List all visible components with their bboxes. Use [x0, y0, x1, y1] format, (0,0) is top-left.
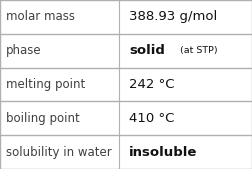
Text: melting point: melting point — [6, 78, 85, 91]
Text: insoluble: insoluble — [129, 146, 197, 159]
Text: solid: solid — [129, 44, 165, 57]
Text: phase: phase — [6, 44, 42, 57]
Text: 410 °C: 410 °C — [129, 112, 174, 125]
Text: 388.93 g/mol: 388.93 g/mol — [129, 10, 217, 23]
Text: (at STP): (at STP) — [180, 46, 218, 55]
Text: 242 °C: 242 °C — [129, 78, 175, 91]
Text: molar mass: molar mass — [6, 10, 75, 23]
Text: solubility in water: solubility in water — [6, 146, 112, 159]
Text: boiling point: boiling point — [6, 112, 80, 125]
